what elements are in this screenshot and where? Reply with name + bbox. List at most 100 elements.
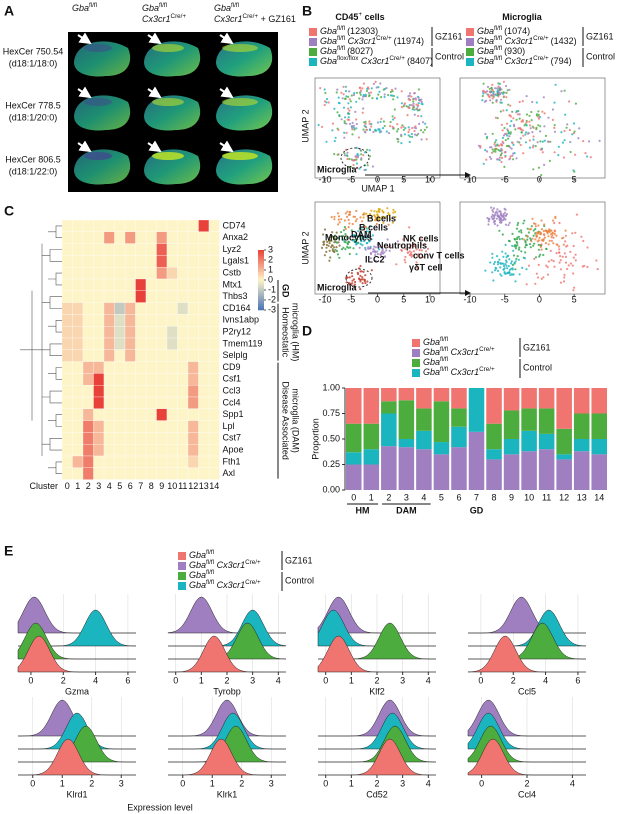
gene-label: Anxa2: [223, 232, 249, 242]
y-axis-label: UMAP 2: [300, 231, 310, 264]
umap-point: [353, 240, 356, 244]
umap-point: [484, 269, 487, 272]
heatmap-cell: [198, 373, 210, 386]
colorbar-step: [258, 272, 264, 275]
umap-point: [359, 280, 362, 283]
x-tick-label: 4: [93, 675, 98, 685]
heatmap-cell: [156, 373, 168, 386]
legend-label-part: fl/fl: [440, 366, 448, 373]
umap-point: [360, 153, 363, 156]
umap-point: [323, 254, 326, 257]
cluster-group-label: DAM: [396, 505, 417, 515]
microglia-outline: [345, 268, 373, 288]
umap-point: [367, 91, 370, 95]
umap-point: [548, 239, 551, 242]
umap-point: [491, 217, 494, 220]
umap-point: [505, 261, 508, 264]
umap-point: [344, 85, 348, 88]
legend-count: (794): [551, 56, 572, 66]
umap-point: [396, 137, 399, 140]
umap-point: [543, 163, 546, 166]
legend-label-part: Cre/+: [533, 55, 549, 62]
heatmap-cell: [93, 231, 105, 244]
umap-point: [558, 248, 561, 251]
umap-point: [348, 276, 351, 279]
heatmap-cell: [93, 314, 105, 327]
umap-point: [348, 157, 351, 161]
umap-point: [572, 122, 576, 125]
cluster-label: 9: [159, 481, 164, 491]
y-tick-label: 0.00: [322, 484, 340, 494]
heatmap-cell: [93, 408, 105, 421]
legend-label-part: fl/fl: [494, 45, 502, 52]
heatmap-cell: [114, 302, 126, 315]
umap-point: [491, 97, 494, 100]
heatmap-cell: [208, 326, 220, 339]
umap-point: [423, 128, 426, 131]
umap-point: [494, 144, 497, 147]
umap-point: [375, 222, 378, 226]
umap-point: [396, 123, 399, 126]
umap-point: [522, 134, 525, 137]
umap-point: [564, 261, 568, 264]
umap-point: [392, 98, 395, 101]
umap-point: [535, 235, 538, 238]
umap-point: [505, 91, 508, 94]
heatmap-cell: [103, 243, 115, 256]
heatmap-cell: [145, 267, 157, 280]
heatmap-cell: [187, 255, 199, 268]
umap-point: [410, 255, 413, 258]
heatmap-cell: [72, 326, 84, 339]
umap-point: [423, 243, 427, 246]
colorbar-step: [258, 262, 264, 265]
heatmap-cell: [208, 267, 220, 280]
legend-swatch: [309, 48, 317, 56]
heatmap-cell: [177, 432, 189, 445]
umap-point: [584, 152, 587, 155]
heatmap-cell: [156, 219, 168, 232]
density-ridge: [468, 622, 586, 660]
legend-swatch: [178, 562, 186, 570]
umap-point: [412, 250, 415, 253]
x-tick-label: 10: [425, 174, 435, 184]
umap-point: [547, 260, 551, 263]
umap-point: [383, 95, 386, 99]
heatmap-cell: [156, 385, 168, 398]
umap-point: [327, 244, 330, 247]
umap-point: [537, 224, 540, 227]
umap-point: [330, 216, 333, 219]
umap-point: [420, 98, 423, 101]
heatmap-cell: [198, 267, 210, 280]
umap-point: [346, 210, 349, 213]
umap-point: [521, 266, 524, 269]
umap-point: [501, 129, 504, 132]
umap-point: [331, 122, 334, 125]
heatmap-cell: [61, 349, 73, 362]
panel-title: CD45+ cells: [335, 11, 384, 22]
heatmap-cell: [208, 455, 220, 468]
heatmap-cell: [114, 373, 126, 386]
heatmap-cell: [198, 255, 210, 268]
umap-point: [389, 217, 392, 221]
legend-label-part: Gba: [423, 337, 440, 347]
umap-point: [425, 126, 428, 129]
umap-point: [366, 164, 369, 167]
umap-point: [317, 123, 320, 127]
umap-point: [496, 117, 499, 120]
umap-point: [364, 248, 367, 251]
umap-point: [525, 283, 528, 286]
umap-point: [538, 230, 541, 234]
umap-point: [518, 273, 521, 276]
bar-segment: [433, 388, 450, 402]
density-ridge: [468, 609, 587, 647]
umap-point: [389, 244, 392, 247]
umap-point: [529, 228, 533, 231]
callout-label: Microglia: [317, 282, 358, 292]
heatmap-cell: [156, 396, 168, 409]
umap-point: [572, 256, 575, 259]
heatmap-cell: [156, 432, 168, 445]
umap-point: [578, 127, 581, 130]
heatmap-cell: [124, 267, 136, 280]
umap-point: [352, 93, 355, 97]
